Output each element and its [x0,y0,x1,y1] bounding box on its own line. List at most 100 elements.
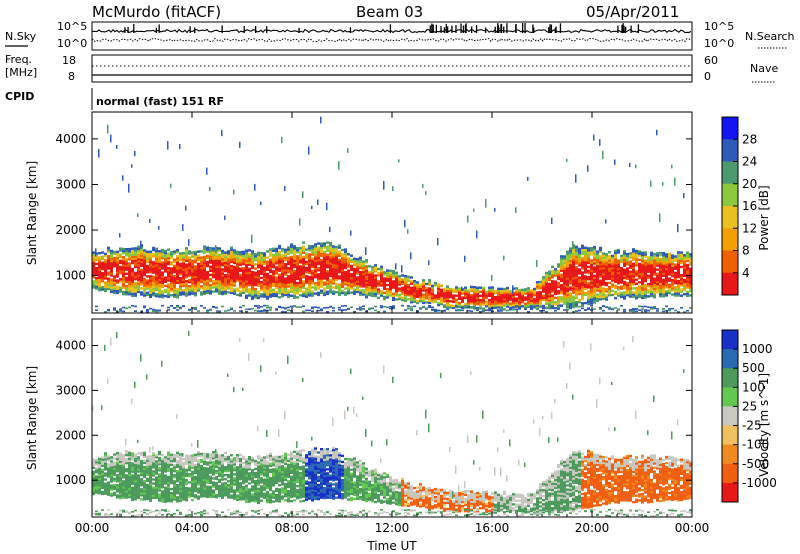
power-cell [317,277,320,280]
power-cell [374,276,377,279]
power-cell [233,253,236,256]
power-cell [566,299,569,303]
power-cell [620,271,623,274]
power-cell [326,272,329,275]
power-cell [140,281,143,284]
power-cell [179,306,182,309]
power-cell [551,282,554,285]
power-cell [242,256,245,260]
power-cell [458,291,461,294]
power-cell [596,254,599,257]
power-cell [599,261,602,264]
power-cell [665,286,668,289]
power-cell [236,252,239,256]
power-cell [374,292,377,296]
power-cell [281,293,284,296]
velocity-cell [128,488,131,491]
power-cell [98,258,101,261]
power-cell [236,271,239,274]
power-cell [203,270,206,273]
power-cell [137,282,140,285]
power-cell [671,164,673,169]
power-cell [668,271,671,274]
power-cell [98,272,101,275]
power-cell [203,257,206,261]
power-cell [668,263,671,266]
power-cell [635,270,638,273]
power-cell [107,308,110,311]
velocity-cell [155,476,158,479]
power-cell [629,289,632,292]
power-cell [320,258,323,262]
power-cell [314,249,317,252]
power-cell [488,308,491,310]
power-cell [233,292,236,295]
power-cell [335,266,338,269]
power-cell [371,269,374,273]
power-cell [365,271,368,274]
power-cell [458,305,461,309]
power-cell [596,256,599,259]
power-cell [653,293,656,297]
velocity-cell [200,458,203,462]
power-cell [632,262,635,265]
velocity-cell [125,468,128,471]
power-cell [350,285,353,288]
power-cell [131,268,134,271]
velocity-cell [92,476,95,480]
power-cell [659,262,662,265]
power-cell [398,279,401,282]
power-cell [194,306,197,309]
velocity-cell [170,513,173,516]
power-cell [440,288,443,291]
power-cell [470,285,473,289]
velocity-cell [212,509,215,512]
power-cell [353,280,356,283]
power-cell [173,266,176,270]
power-cell [620,275,623,278]
power-cell [473,292,476,295]
power-cell [251,285,254,288]
power-cell [644,305,647,308]
velocity-cell [170,463,173,466]
power-cell [665,292,668,295]
power-cell [653,252,656,256]
velocity-cell [122,458,125,461]
power-cell [335,282,338,286]
velocity-cell [149,469,152,472]
velocity-cell [176,500,179,503]
velocity-cell [155,492,158,495]
power-cell [266,256,269,259]
velocity-cell [137,482,140,485]
power-cell [95,285,98,288]
power-cell [494,298,497,301]
power-cell [353,310,356,313]
power-cell [653,307,656,310]
power-cell [671,287,674,290]
power-cell [185,257,188,260]
velocity-cell [146,483,149,487]
power-cell [326,264,329,267]
power-cell [428,281,431,284]
power-cell [203,255,206,259]
power-cell [413,284,416,287]
velocity-cell [131,480,134,483]
power-cell [293,259,296,262]
power-cell [167,306,170,309]
power-cell [575,296,578,300]
power-cell [563,292,566,295]
power-cell [251,234,253,244]
power-cell [308,261,311,264]
power-cell [152,287,155,291]
power-cell [566,275,569,278]
power-cell [461,290,464,293]
power-cell [125,258,128,261]
power-cell [677,257,680,260]
velocity-cell [161,484,164,487]
power-cell [515,305,518,307]
power-cell [611,254,614,258]
power-cell [533,289,536,293]
power-cell [641,286,644,289]
power-cell [272,272,275,275]
power-cell [239,284,242,287]
